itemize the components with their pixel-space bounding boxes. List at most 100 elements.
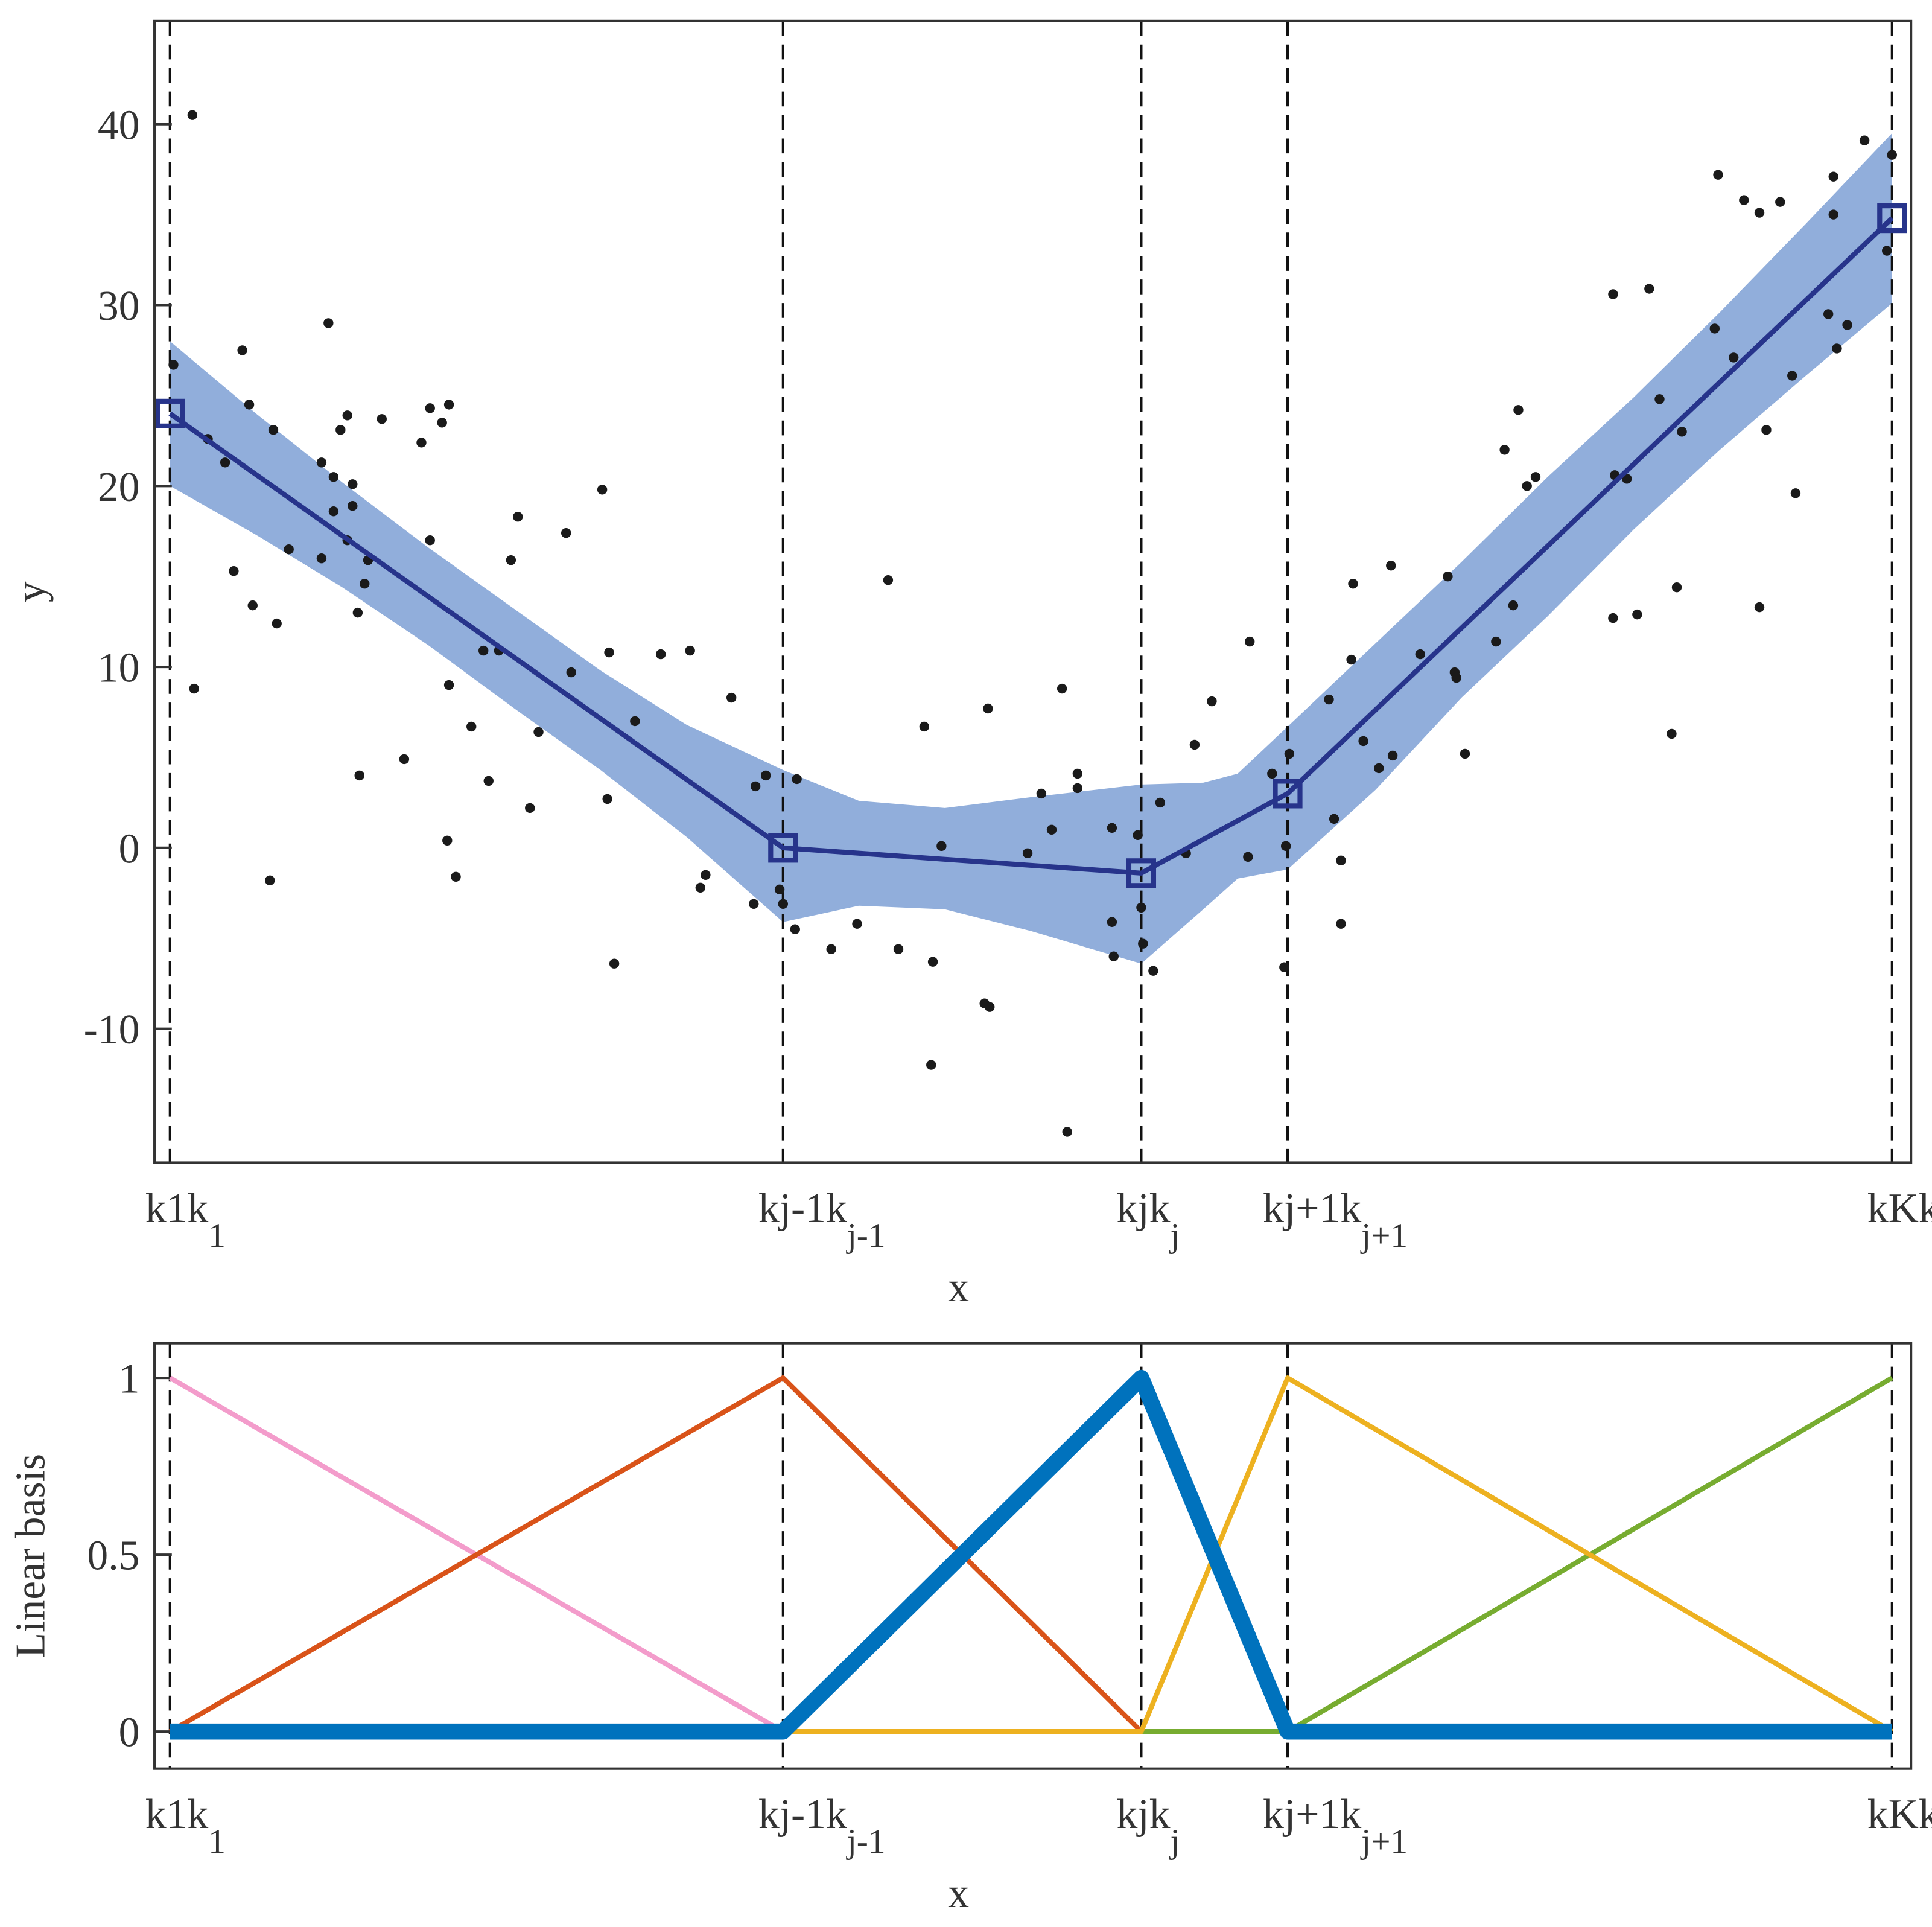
data-point	[1072, 783, 1083, 794]
data-point	[1358, 736, 1368, 747]
data-point	[749, 899, 759, 909]
y-tick-label: 40	[98, 102, 140, 148]
data-point	[268, 425, 279, 435]
data-point	[1513, 405, 1524, 415]
data-point	[1155, 797, 1166, 808]
confidence-band	[170, 133, 1892, 964]
data-point	[513, 512, 523, 522]
data-point	[685, 645, 695, 656]
data-point	[1329, 814, 1339, 824]
x-tick-label: kj+1kj+1	[1263, 1185, 1408, 1255]
data-point	[1108, 951, 1119, 961]
data-point	[272, 618, 282, 629]
data-point	[187, 110, 198, 120]
data-point	[316, 553, 327, 564]
data-point	[936, 841, 947, 852]
y-tick-label: 0.5	[87, 1533, 139, 1579]
data-point	[1057, 683, 1067, 694]
data-point	[826, 944, 836, 954]
fit-marker	[1273, 779, 1303, 809]
data-point	[1859, 135, 1870, 145]
data-point	[483, 776, 494, 786]
data-point	[1632, 609, 1642, 620]
data-point	[774, 884, 785, 894]
data-point	[354, 770, 364, 781]
data-point	[1148, 966, 1158, 976]
data-point	[1267, 768, 1277, 779]
data-point	[1284, 748, 1295, 759]
data-point	[328, 506, 339, 517]
data-point	[1832, 343, 1842, 354]
data-point	[1138, 938, 1148, 949]
x-tick-label: k1k1	[145, 1185, 226, 1255]
data-point	[265, 875, 275, 885]
data-point	[1709, 323, 1720, 334]
y-tick-label: 0	[119, 826, 140, 872]
data-point	[852, 919, 862, 929]
fit-line	[168, 216, 1894, 876]
data-point	[701, 870, 711, 881]
data-point	[778, 899, 788, 909]
data-point	[927, 957, 938, 967]
data-point	[437, 418, 447, 428]
x-tick-label: k1k1	[145, 1791, 226, 1861]
data-point	[1189, 739, 1200, 750]
data-point	[1374, 763, 1384, 774]
data-point	[893, 944, 904, 954]
data-point	[1386, 560, 1396, 571]
data-point	[284, 544, 294, 555]
data-point	[1245, 636, 1255, 647]
data-point	[1828, 209, 1838, 220]
data-point	[1882, 246, 1892, 256]
data-point	[1046, 824, 1057, 835]
fit-marker	[1877, 203, 1907, 234]
data-point	[1036, 788, 1047, 799]
data-point	[726, 692, 737, 703]
data-point	[985, 1002, 995, 1012]
data-point	[597, 485, 608, 495]
x-axis-label: x	[948, 1870, 969, 1917]
basis-line	[170, 1369, 1892, 1740]
data-point	[1415, 649, 1425, 660]
data-point	[1828, 171, 1838, 182]
data-point	[1754, 208, 1765, 218]
x-tick-label: kj+1kj+1	[1263, 1791, 1408, 1861]
data-point	[1460, 748, 1470, 759]
data-point	[451, 871, 461, 882]
x-tick-label: kKkK	[1867, 1185, 1932, 1255]
data-point	[247, 600, 258, 611]
data-point	[229, 565, 239, 576]
fit-marker	[1126, 858, 1157, 888]
data-point	[478, 645, 489, 656]
x-tick-label: kKkK	[1867, 1791, 1932, 1861]
x-tick-label: kjkj	[1116, 1185, 1180, 1255]
data-point	[602, 794, 612, 804]
data-point	[1336, 919, 1346, 929]
data-point	[1644, 284, 1654, 294]
y-tick-label: 10	[98, 645, 140, 692]
data-point	[1348, 578, 1358, 589]
data-point	[1842, 320, 1852, 330]
data-point	[377, 414, 387, 424]
data-point	[442, 835, 453, 846]
fit-marker	[768, 833, 798, 863]
x-tick-label: kj-1kj-1	[758, 1185, 886, 1255]
data-point	[1324, 694, 1334, 705]
data-point	[533, 727, 544, 737]
data-point	[316, 457, 327, 468]
data-point	[1729, 352, 1739, 363]
data-point	[604, 647, 614, 658]
data-point	[761, 770, 771, 781]
data-point	[1243, 852, 1253, 862]
data-point	[1136, 902, 1146, 913]
data-point	[1022, 848, 1033, 859]
data-point	[1654, 394, 1665, 404]
data-point	[220, 457, 230, 468]
data-point	[1713, 170, 1723, 180]
data-point	[561, 528, 571, 538]
data-point	[983, 703, 993, 714]
x-tick-label: kjkj	[1116, 1791, 1180, 1861]
basis-line	[168, 1375, 1892, 1734]
data-point	[1787, 371, 1797, 381]
